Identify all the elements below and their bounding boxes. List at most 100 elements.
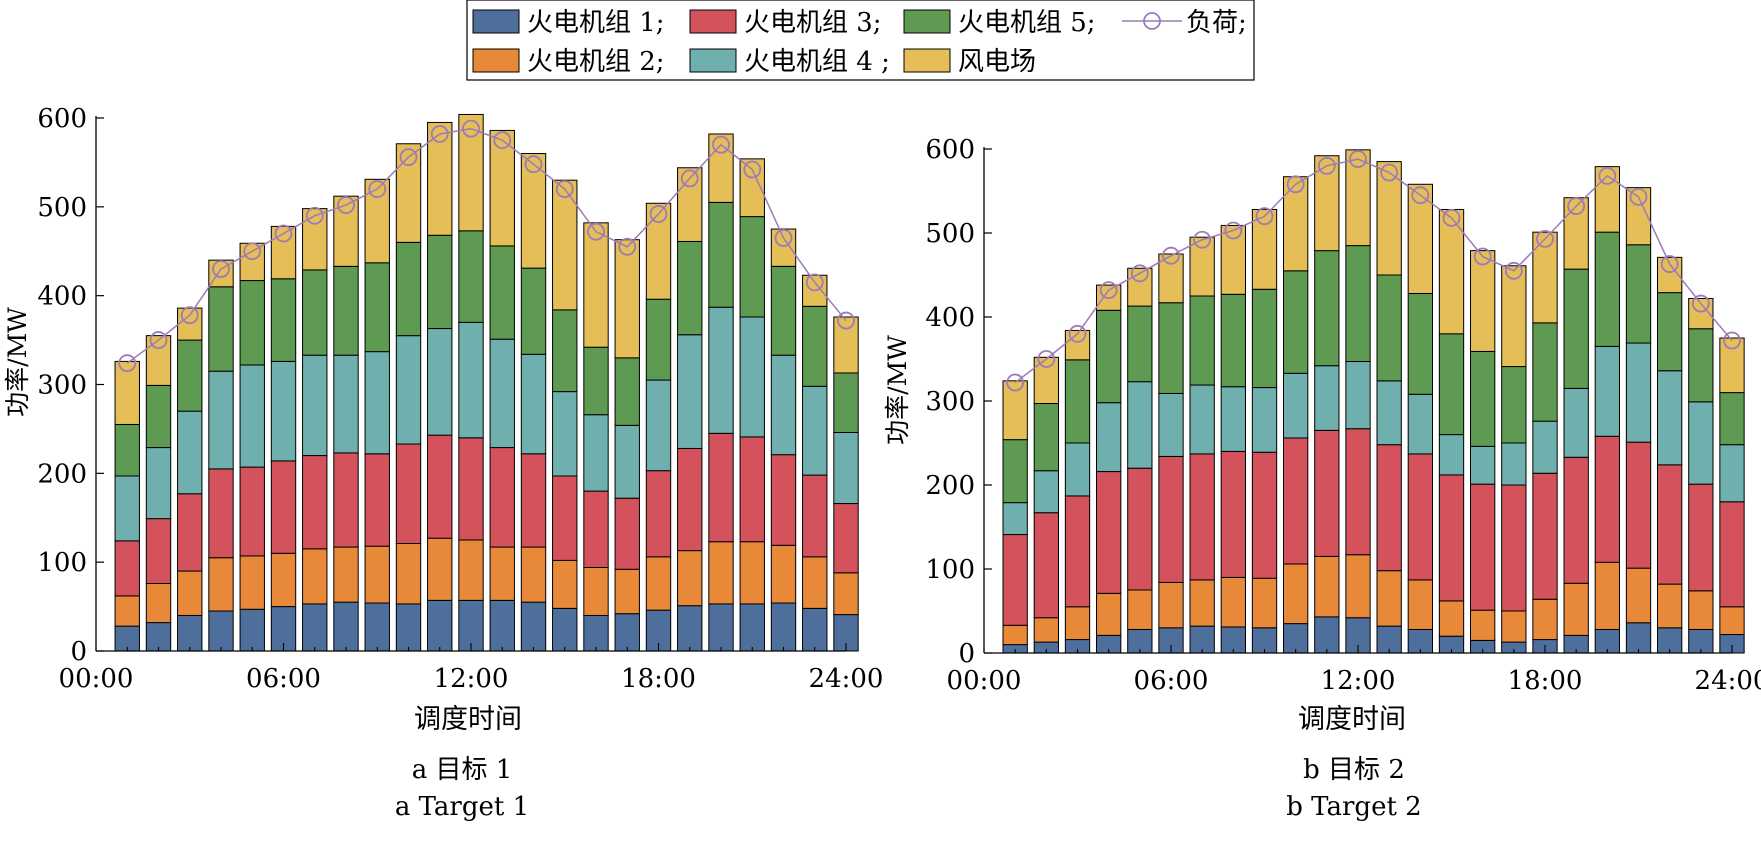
- chart-a-bar-s1-h23: [802, 607, 828, 652]
- chart-b-load-point-h18: [1536, 229, 1554, 248]
- chart-a-ytick-label-100: 100: [37, 548, 87, 578]
- chart-b-bar-s6-h10: [1283, 176, 1309, 272]
- chart-b-bar-s3-h5: [1127, 467, 1153, 591]
- chart-a-bar-s5-h24: [833, 372, 859, 433]
- chart-b-bar-s1-h21: [1625, 622, 1652, 654]
- chart-b-ytick-label-300: 300: [925, 387, 975, 417]
- chart-a-bar-s5-h23: [802, 305, 828, 387]
- chart-target-1: 0 100 200 300 400 500 600 00:00 06:00 12:00 18:00 2…: [3, 104, 883, 822]
- chart-b-bar-s1-h8: [1220, 626, 1246, 654]
- chart-a-bar-s4-h7: [302, 354, 328, 457]
- chart-a-load-point-h19: [680, 169, 699, 188]
- chart-b-load-point-h24: [1723, 331, 1741, 350]
- chart-a-load-point-h13: [493, 131, 512, 150]
- chart-b-ytick-label-0: 0: [958, 639, 975, 669]
- chart-a-bar-s2-h12: [458, 539, 484, 601]
- chart-b-bar-s5-h12: [1345, 245, 1371, 363]
- chart-a-bar-s5-h11: [427, 234, 453, 330]
- chart-a-bar-s4-h18: [645, 379, 672, 472]
- chart-b-bar-s4-h23: [1688, 401, 1714, 485]
- chart-a-bar-s4-h6: [270, 360, 297, 462]
- chart-a-bar-s3-h16: [583, 490, 609, 569]
- chart-a-ylabel: 功率/MW: [3, 307, 32, 417]
- chart-b-bar-s6-h15: [1438, 208, 1465, 335]
- chart-a-bar-s6-h9: [364, 178, 390, 264]
- chart-b-bar-s5-h23: [1688, 328, 1714, 403]
- chart-b-xtick-label-4: 24:00: [1695, 666, 1761, 696]
- chart-b-bar-s2-h12: [1345, 554, 1371, 619]
- chart-b-bar-s6-h9: [1251, 208, 1278, 290]
- chart-a-bar-s6-h24: [833, 316, 859, 374]
- chart-b-bar-s4-h21: [1625, 342, 1652, 443]
- chart-a-bar-s3-h3: [177, 493, 203, 572]
- chart-a-bar-s4-h9: [364, 351, 390, 455]
- chart-b-axes: 0 100 200 300 400 500 600 00:00 06:00 12:00 18:00 2…: [925, 135, 1761, 696]
- chart-a-bar-s5-h13: [489, 245, 515, 340]
- chart-b-bar-s4-h3: [1064, 442, 1091, 497]
- chart-b-load-point-h3: [1068, 324, 1087, 343]
- chart-b-bar-s3-h24: [1719, 501, 1745, 608]
- chart-b-bar-s4-h20: [1594, 345, 1620, 437]
- chart-a-load-point-h23: [805, 273, 824, 292]
- chart-a-load-point-h6: [274, 224, 293, 243]
- chart-b-bar-s3-h7: [1189, 453, 1215, 581]
- chart-a-bar-s4-h5: [239, 364, 265, 468]
- chart-b-caption-cn: b 目标 2: [1303, 755, 1405, 785]
- chart-a-bar-s1-h15: [552, 607, 578, 652]
- chart-b-bar-s5-h20: [1594, 231, 1620, 347]
- chart-a-load-point-h3: [180, 306, 199, 325]
- chart-b-load-point-h4: [1099, 281, 1118, 300]
- chart-a-bar-s3-h21: [739, 436, 765, 543]
- chart-b-bar-s4-h7: [1189, 384, 1215, 455]
- chart-a-bar-s3-h12: [458, 437, 484, 541]
- chart-a-bar-s1-h8: [333, 601, 359, 652]
- chart-b-bar-s5-h9: [1251, 288, 1278, 389]
- chart-a-bar-s1-h11: [427, 599, 453, 652]
- chart-b-bar-s5-h7: [1189, 295, 1215, 386]
- chart-a-bar-s5-h16: [583, 346, 609, 416]
- chart-a-bar-s4-h3: [177, 410, 203, 495]
- chart-b-bar-s2-h7: [1189, 579, 1215, 627]
- chart-a-load-point-h16: [587, 222, 605, 241]
- chart-a-load-point-h5: [243, 242, 262, 261]
- chart-a-bar-s3-h7: [302, 455, 328, 550]
- chart-b-bar-s3-h16: [1470, 483, 1496, 611]
- chart-b-bar-s3-h4: [1096, 471, 1122, 594]
- chart-a-load-point-h8: [337, 196, 355, 214]
- chart-b-bar-s4-h22: [1657, 370, 1683, 466]
- chart-b-bar-s3-h23: [1688, 483, 1714, 592]
- chart-b-bar-s1-h7: [1189, 625, 1215, 654]
- chart-b-bar-s5-h5: [1127, 305, 1153, 383]
- chart-a-bar-s6-h17: [614, 239, 640, 359]
- chart-b-bar-s4-h12: [1345, 361, 1371, 430]
- chart-a-load-line: [126, 127, 847, 364]
- chart-b-bar-s2-h18: [1532, 598, 1558, 641]
- chart-b-bar-s2-h2: [1033, 617, 1059, 643]
- chart-a-bar-s3-h13: [489, 447, 515, 548]
- chart-b-bar-s3-h14: [1407, 453, 1433, 581]
- chart-b-bar-s5-h18: [1532, 322, 1558, 422]
- chart-b-load-point-h14: [1411, 186, 1430, 205]
- chart-b-bar-s5-h22: [1657, 292, 1683, 372]
- chart-b-bar-s2-h3: [1064, 606, 1091, 641]
- chart-b-bar-s4-h18: [1532, 420, 1558, 474]
- chart-b-load-point-h15: [1442, 208, 1461, 227]
- chart-a-load-point-h21: [743, 160, 762, 179]
- chart-b-bar-s5-h4: [1096, 309, 1122, 404]
- chart-a-bar-s2-h14: [520, 546, 547, 603]
- chart-b-bar-s2-h5: [1127, 589, 1153, 630]
- chart-a-bar-s2-h23: [802, 556, 828, 609]
- chart-a-caption-en: a Target 1: [395, 792, 529, 822]
- chart-b-load-line: [1014, 158, 1733, 384]
- chart-a-bar-s5-h4: [208, 286, 234, 372]
- chart-a-bar-s1-h10: [395, 603, 422, 652]
- chart-a-ytick-label-300: 300: [37, 371, 87, 401]
- chart-b-bar-s3-h8: [1220, 450, 1246, 578]
- chart-b-bar-s5-h8: [1220, 293, 1246, 388]
- chart-b-bar-s2-h13: [1376, 570, 1402, 627]
- legend: 火电机组 1; 火电机组 3; 火电机组 5; 负荷; 火电机组 2; 火电机组…: [466, 0, 1255, 81]
- chart-a-load-series: [118, 119, 855, 373]
- chart-a-xlabel: 调度时间: [414, 704, 522, 735]
- chart-b-bar-s6-h6: [1158, 253, 1184, 304]
- chart-a-load-point-h1: [118, 354, 137, 373]
